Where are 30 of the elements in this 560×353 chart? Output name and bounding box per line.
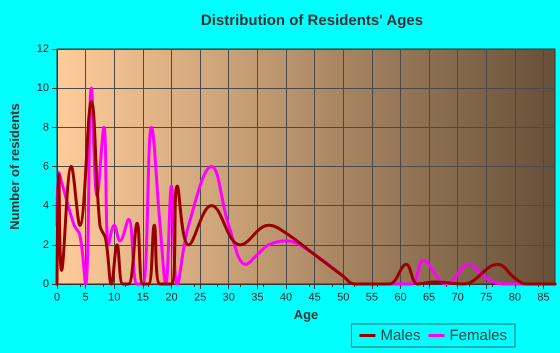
y-axis-title: Number of residents — [7, 103, 22, 230]
x-tick-label: 85 — [537, 292, 550, 304]
x-tick-label: 20 — [165, 292, 178, 304]
y-tick-label: 6 — [42, 160, 49, 172]
x-tick-label: 15 — [136, 292, 149, 304]
y-tick-label: 8 — [42, 121, 49, 134]
y-tick-label: 2 — [42, 238, 49, 251]
x-tick-label: 25 — [194, 292, 206, 304]
y-tick-label: 12 — [36, 43, 49, 55]
x-tick-label: 40 — [280, 292, 292, 304]
chart-title: Distribution of Residents' Ages — [200, 12, 424, 29]
legend-label: Females — [449, 327, 508, 344]
y-tick-label: 0 — [42, 278, 49, 290]
x-tick-label: 0 — [54, 292, 60, 304]
x-tick-label: 5 — [82, 292, 89, 304]
x-axis-title: Age — [294, 307, 318, 322]
x-tick-label: 60 — [394, 292, 407, 304]
x-tick-label: 65 — [422, 292, 436, 304]
x-tick-label: 55 — [366, 292, 378, 304]
y-tick-label: 4 — [42, 200, 49, 212]
x-tick-label: 10 — [108, 292, 120, 304]
x-tick-label: 75 — [480, 292, 492, 304]
y-tick-label: 10 — [36, 82, 49, 94]
x-tick-label: 50 — [337, 292, 350, 304]
x-tick-label: 35 — [251, 292, 264, 304]
x-tick-label: 30 — [222, 292, 235, 304]
x-tick-label: 70 — [452, 292, 464, 304]
x-tick-label: 80 — [508, 292, 522, 304]
legend-label: Males — [380, 327, 420, 344]
x-tick-label: 45 — [308, 292, 321, 304]
